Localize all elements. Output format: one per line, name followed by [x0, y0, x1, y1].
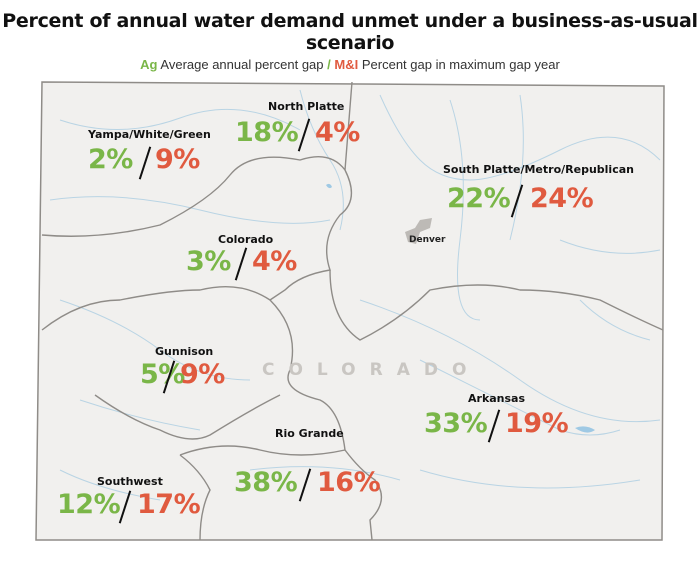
mi-value: 24% [530, 183, 594, 214]
legend-ag-label: Ag [140, 57, 158, 72]
ag-value: 33% [424, 408, 488, 439]
ag-value: 22% [447, 183, 511, 214]
mi-value: 9% [155, 144, 200, 175]
legend: Ag Average annual percent gap / M&I Perc… [0, 57, 700, 72]
basin-name: Arkansas [468, 392, 526, 405]
legend-mi-label: M&I [334, 57, 359, 72]
basin-name: Gunnison [155, 345, 214, 358]
ag-value: 3% [186, 246, 231, 277]
basin-name: Rio Grande [275, 427, 344, 440]
mi-value: 19% [505, 408, 569, 439]
ag-value: 5% [140, 359, 185, 390]
mi-value: 9% [180, 359, 225, 390]
mi-value: 16% [317, 467, 381, 498]
basin-name: Yampa/White/Green [88, 128, 211, 141]
denver-metro-area [405, 218, 432, 244]
basin-name: Colorado [218, 233, 274, 246]
lake [326, 183, 332, 189]
ag-value: 38% [234, 467, 298, 498]
basin-name: Southwest [97, 475, 163, 488]
mi-value: 17% [137, 489, 201, 520]
basin-name: North Platte [268, 100, 345, 113]
ag-value: 12% [57, 489, 121, 520]
legend-mi-text: Percent gap in maximum gap year [361, 57, 560, 72]
legend-separator: / [327, 57, 331, 72]
state-label: COLORADO [262, 360, 481, 380]
ag-value: 2% [88, 144, 133, 175]
reservoir [575, 426, 595, 433]
legend-ag-text: Average annual percent gap [160, 57, 324, 72]
map-title: Percent of annual water demand unmet und… [2, 10, 698, 54]
ag-value: 18% [235, 117, 299, 148]
city-label-denver: Denver [409, 235, 446, 245]
basin-name: South Platte/Metro/Republican [443, 163, 634, 176]
basin-boundaries [41, 81, 664, 541]
rivers [49, 89, 661, 501]
mi-value: 4% [252, 246, 297, 277]
mi-value: 4% [315, 117, 360, 148]
state-outline [35, 81, 665, 541]
